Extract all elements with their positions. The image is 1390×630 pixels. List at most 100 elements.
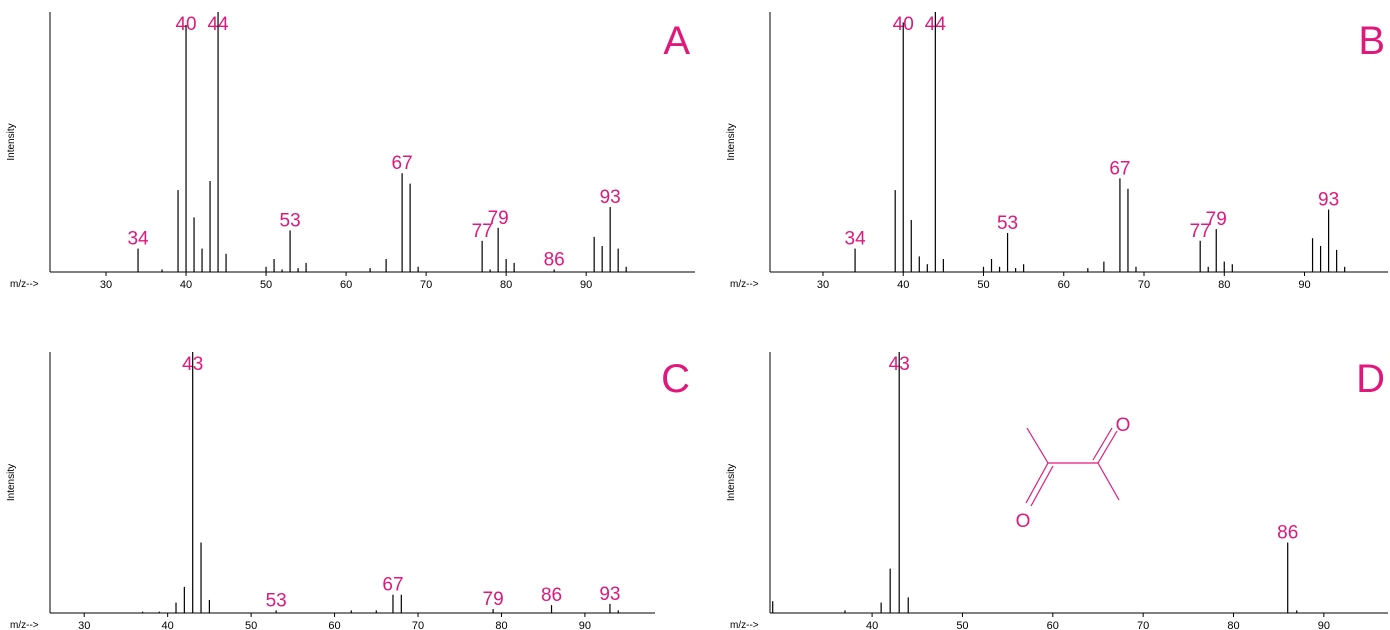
peak bbox=[409, 183, 411, 272]
peak bbox=[982, 266, 985, 272]
peak bbox=[553, 269, 555, 272]
bond bbox=[1097, 430, 1118, 464]
peak-label: 93 bbox=[599, 584, 620, 605]
peak bbox=[273, 259, 275, 272]
peak-label: 79 bbox=[1206, 209, 1227, 230]
peak bbox=[492, 609, 494, 613]
x-tick-label: 90 bbox=[1298, 279, 1310, 291]
x-tick-label: 80 bbox=[1218, 279, 1230, 291]
x-tick-label: 90 bbox=[1318, 620, 1330, 630]
peak bbox=[185, 25, 187, 272]
peak bbox=[385, 259, 387, 272]
x-tick-label: 30 bbox=[78, 620, 90, 630]
peak bbox=[497, 227, 499, 272]
peak bbox=[898, 352, 900, 613]
x-axis-label: m/z--> bbox=[10, 620, 39, 630]
y-axis-label: Intensity bbox=[6, 123, 17, 160]
peak bbox=[400, 594, 402, 613]
y-axis-label: Intensity bbox=[726, 464, 737, 501]
peak-label: 34 bbox=[127, 229, 149, 250]
x-tick-label: 90 bbox=[580, 279, 592, 291]
peak bbox=[1199, 240, 1201, 272]
peak bbox=[625, 266, 627, 272]
panel-label: D bbox=[1356, 357, 1385, 401]
peak bbox=[990, 259, 993, 272]
peak bbox=[305, 262, 307, 272]
atom-label: O bbox=[1016, 511, 1031, 532]
peak bbox=[225, 253, 227, 272]
peak bbox=[505, 259, 507, 272]
x-tick-label: 80 bbox=[495, 620, 507, 630]
peak bbox=[601, 246, 603, 272]
peak-label: 53 bbox=[280, 210, 301, 231]
peak-label: 67 bbox=[382, 575, 403, 596]
peak bbox=[350, 610, 352, 613]
x-axis-label: m/z--> bbox=[730, 620, 759, 630]
peak-label: 43 bbox=[889, 354, 910, 375]
x-tick-label: 50 bbox=[245, 620, 257, 630]
peak-label: 44 bbox=[925, 14, 947, 35]
bond bbox=[1030, 465, 1054, 507]
peak bbox=[889, 568, 891, 613]
peak bbox=[1023, 264, 1025, 272]
x-tick-label: 80 bbox=[500, 279, 512, 291]
peak bbox=[1319, 246, 1322, 272]
peak bbox=[161, 269, 163, 272]
peak bbox=[513, 262, 515, 272]
peak bbox=[902, 22, 904, 273]
x-tick-label: 80 bbox=[1227, 620, 1239, 630]
peak bbox=[1014, 268, 1017, 272]
bond bbox=[1025, 462, 1049, 504]
peak bbox=[265, 266, 267, 272]
peak bbox=[289, 230, 291, 272]
peak-label: 93 bbox=[600, 187, 621, 208]
peak bbox=[1135, 266, 1137, 272]
x-tick-label: 60 bbox=[1058, 279, 1070, 291]
x-tick-label: 30 bbox=[817, 279, 829, 291]
peak-label: 43 bbox=[182, 354, 203, 375]
x-tick-label: 40 bbox=[866, 620, 878, 630]
x-tick-label: 60 bbox=[340, 279, 352, 291]
x-tick-label: 60 bbox=[328, 620, 340, 630]
peak-label: 79 bbox=[488, 208, 509, 229]
peak bbox=[894, 190, 896, 272]
peak bbox=[1215, 229, 1217, 272]
y-axis-label: Intensity bbox=[726, 123, 737, 160]
peak bbox=[481, 240, 483, 272]
peak bbox=[1103, 261, 1105, 272]
peak bbox=[369, 268, 371, 272]
x-tick-label: 50 bbox=[977, 279, 989, 291]
x-axis-label: m/z--> bbox=[10, 279, 39, 290]
peak-label: 77 bbox=[1190, 221, 1211, 242]
peak bbox=[1207, 266, 1209, 272]
y-axis-label: Intensity bbox=[6, 464, 17, 501]
x-tick-label: 70 bbox=[1137, 620, 1149, 630]
peak bbox=[401, 173, 403, 272]
peak-label: 86 bbox=[541, 585, 562, 606]
peak bbox=[1119, 178, 1121, 272]
peak bbox=[297, 268, 299, 272]
peak bbox=[942, 259, 944, 272]
peak bbox=[1336, 249, 1338, 272]
peak bbox=[1006, 233, 1009, 272]
peak bbox=[844, 610, 846, 613]
peak bbox=[998, 266, 1001, 272]
peak-label: 53 bbox=[266, 590, 287, 611]
peak bbox=[854, 248, 856, 272]
peak bbox=[137, 248, 139, 272]
peak-label: 93 bbox=[1318, 190, 1339, 211]
peak bbox=[193, 217, 195, 272]
peak-label: 44 bbox=[207, 14, 229, 35]
peak bbox=[417, 266, 419, 272]
peak bbox=[609, 603, 611, 613]
peak bbox=[275, 610, 277, 613]
peak bbox=[208, 599, 210, 613]
peak-label: 86 bbox=[544, 249, 565, 270]
peak-label: 86 bbox=[1277, 523, 1298, 544]
peak bbox=[192, 352, 194, 613]
peak bbox=[617, 248, 619, 272]
x-tick-label: 40 bbox=[897, 279, 909, 291]
peak bbox=[918, 256, 920, 272]
peak bbox=[1287, 542, 1289, 613]
peak bbox=[1127, 188, 1129, 272]
